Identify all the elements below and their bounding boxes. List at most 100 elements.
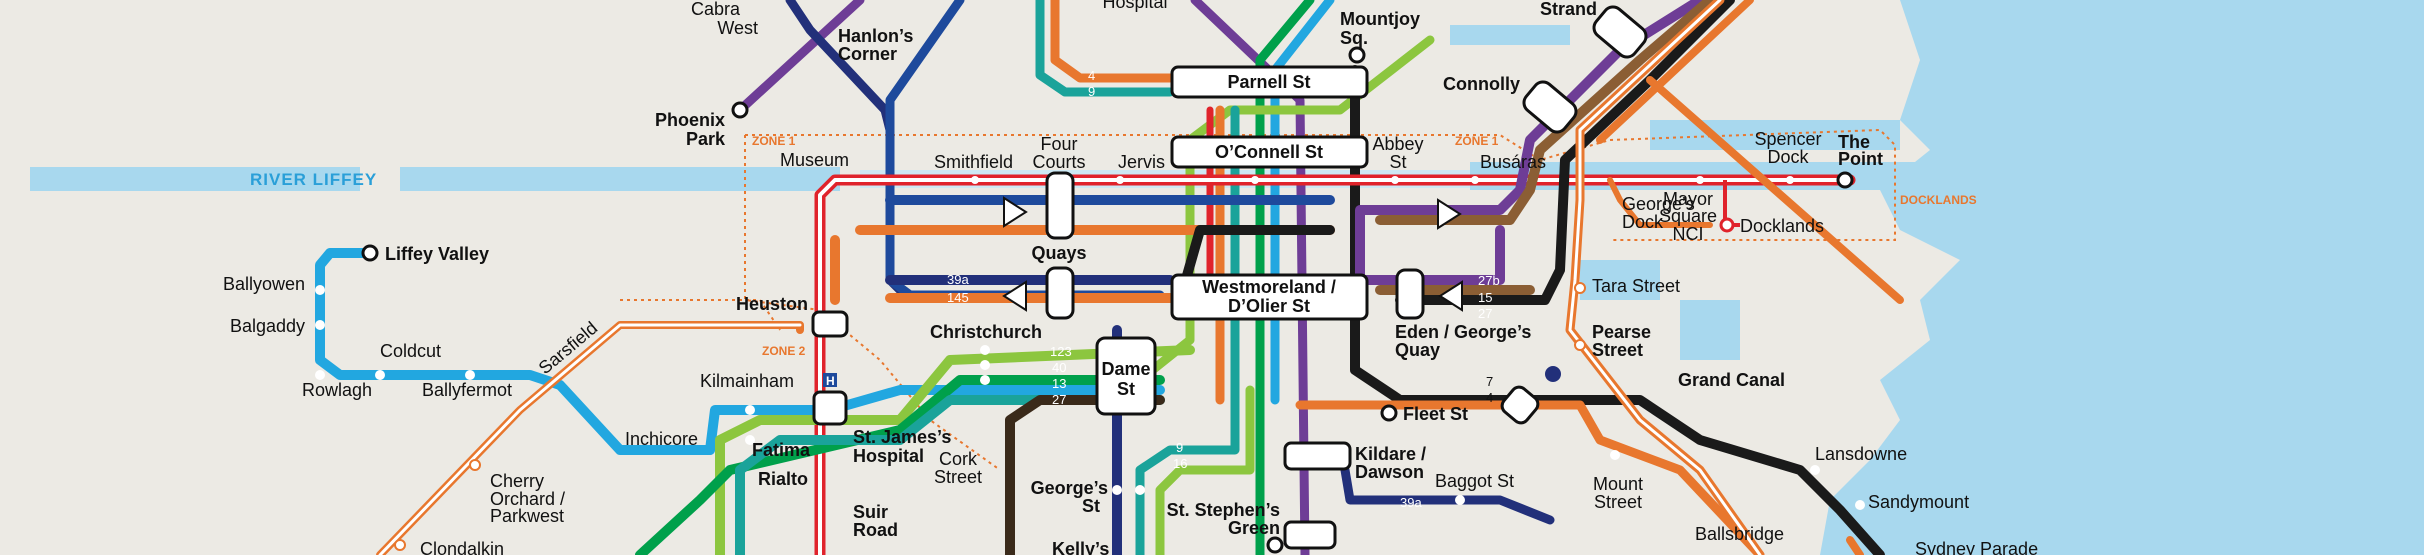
station-cherry-orchard[interactable]: Orchard / <box>490 489 565 509</box>
station-georges-st[interactable]: George’s <box>1031 478 1108 498</box>
james-hub[interactable] <box>812 390 848 426</box>
station-eden-quay[interactable]: Quay <box>1395 340 1440 360</box>
station-kilmainham[interactable]: Kilmainham <box>700 371 794 391</box>
westmoreland-label-1: Westmoreland / <box>1202 277 1336 297</box>
station-mount-street[interactable]: Mount <box>1593 474 1643 494</box>
station-mount-street[interactable]: Street <box>1594 492 1642 512</box>
oconnell-hub[interactable] <box>1170 135 1369 169</box>
station-cork-street[interactable]: Cork <box>939 449 978 469</box>
station-liffey-valley[interactable]: Liffey Valley <box>385 244 489 264</box>
station-suir-road[interactable]: Road <box>853 520 898 540</box>
oconnell-label: O’Connell St <box>1215 142 1323 162</box>
cyan-liffey-valley <box>315 248 715 455</box>
station-ballyfermot[interactable]: Ballyfermot <box>422 380 512 400</box>
station-jervis[interactable]: Jervis <box>1118 152 1165 172</box>
strand-hub[interactable] <box>1590 3 1650 61</box>
westmoreland-label-2: D’Olier St <box>1228 296 1310 316</box>
station-pearse[interactable]: Street <box>1592 340 1643 360</box>
station-georges-dock[interactable]: Dock <box>1622 212 1664 232</box>
station-cork-street[interactable]: Street <box>934 467 982 487</box>
station-clondalkin[interactable]: Clondalkin <box>420 539 504 555</box>
station-mountjoy[interactable]: Sq. <box>1340 28 1368 48</box>
station-cherry-orchard[interactable]: Parkwest <box>490 506 564 526</box>
route-number: 4 <box>1088 68 1095 83</box>
station-baggot[interactable]: Baggot St <box>1435 471 1514 491</box>
station-mayor-square[interactable]: Square <box>1659 206 1717 226</box>
grand-canal-hub[interactable] <box>1499 384 1541 426</box>
station-eden-quay[interactable]: Eden / George’s <box>1395 322 1531 342</box>
station-suir-road[interactable]: Suir <box>853 502 888 522</box>
station-st-james[interactable]: St. James’s <box>853 427 951 447</box>
station-phoenix-park[interactable]: Park <box>686 129 726 149</box>
station-inchicore[interactable]: Inchicore <box>625 429 698 449</box>
route-number: 7 <box>1486 374 1493 389</box>
route-number: 39a <box>947 272 969 287</box>
zone2-label: ZONE 2 <box>762 344 806 358</box>
route-number: 16 <box>1173 456 1187 471</box>
station-phoenix-park[interactable]: Phoenix <box>655 110 725 130</box>
connolly-hub[interactable] <box>1520 78 1580 136</box>
station-spencer-dock[interactable]: Spencer <box>1754 129 1821 149</box>
station-st-stephens[interactable]: St. Stephen’s <box>1167 500 1280 520</box>
station-fleet-st[interactable]: Fleet St <box>1403 404 1468 424</box>
quays-south-hub[interactable] <box>1045 266 1075 320</box>
station-tara-street[interactable]: Tara Street <box>1592 276 1680 296</box>
station-spencer-dock[interactable]: Dock <box>1767 147 1809 167</box>
station-smithfield[interactable]: Smithfield <box>934 152 1013 172</box>
station-strand[interactable]: Strand <box>1540 0 1597 19</box>
station-coldcut[interactable]: Coldcut <box>380 341 441 361</box>
station-museum[interactable]: Museum <box>780 150 849 170</box>
station-st-stephens[interactable]: Green <box>1228 518 1280 538</box>
station-abbey[interactable]: Abbey <box>1372 134 1423 154</box>
station-kildare[interactable]: Kildare / <box>1355 444 1426 464</box>
station-four-courts[interactable]: Courts <box>1032 152 1085 172</box>
station-balgaddy[interactable]: Balgaddy <box>230 316 305 336</box>
river-liffey-label: RIVER LIFFEY <box>250 170 377 189</box>
station-sandymount[interactable]: Sandymount <box>1868 492 1969 512</box>
orange-east <box>1295 400 1765 555</box>
four-courts-hub[interactable] <box>1045 171 1075 240</box>
station-abbey[interactable]: St <box>1389 152 1406 172</box>
station-lansdowne[interactable]: Lansdowne <box>1815 444 1907 464</box>
teal-west <box>735 395 1165 555</box>
station-busaras[interactable]: Busáras <box>1480 152 1546 172</box>
station-mayor-square[interactable]: NCI <box>1673 224 1704 244</box>
station-heuston[interactable]: Heuston <box>736 294 808 314</box>
station-cabra[interactable]: West <box>717 18 758 38</box>
heuston-hub[interactable] <box>811 310 849 338</box>
station-georges-dock[interactable]: George’s <box>1622 194 1695 214</box>
station-docklands[interactable]: Docklands <box>1740 216 1824 236</box>
station-four-courts[interactable]: Four <box>1040 134 1077 154</box>
station-the-point[interactable]: Point <box>1838 149 1883 169</box>
station-the-point[interactable]: The <box>1838 132 1870 152</box>
station-ballsbridge[interactable]: Ballsbridge <box>1695 524 1784 544</box>
station-mayor-square[interactable]: Mayor <box>1663 189 1713 209</box>
station-sydney-parade[interactable]: Sydney Parade <box>1915 539 2038 555</box>
station-connolly[interactable]: Connolly <box>1443 74 1520 94</box>
station-ballyowen[interactable]: Ballyowen <box>223 274 305 294</box>
station-labels: Cabra West Hospital Mountjoy Sq. Strand … <box>223 0 2038 555</box>
station-christchurch[interactable]: Christchurch <box>930 322 1042 342</box>
station-pearse[interactable]: Pearse <box>1592 322 1651 342</box>
station-st-james[interactable]: Hospital <box>853 446 924 466</box>
station-grand-canal[interactable]: Grand Canal <box>1678 370 1785 390</box>
station-georges-st[interactable]: St <box>1082 496 1100 516</box>
station-kildare[interactable]: Dawson <box>1355 462 1424 482</box>
station-mountjoy[interactable]: Mountjoy <box>1340 9 1420 29</box>
station-cabra[interactable]: Cabra <box>691 0 741 19</box>
station-fatima[interactable]: Fatima <box>752 440 811 460</box>
station-kellys[interactable]: Kelly’s <box>1052 539 1109 555</box>
station-rowlagh[interactable]: Rowlagh <box>302 380 372 400</box>
station-cherry-orchard[interactable]: Cherry <box>490 471 544 491</box>
station-hospital[interactable]: Hospital <box>1102 0 1167 12</box>
eden-hub[interactable] <box>1395 268 1425 320</box>
station-hanlons[interactable]: Corner <box>838 44 897 64</box>
station-quays[interactable]: Quays <box>1031 243 1086 263</box>
station-rialto[interactable]: Rialto <box>758 469 808 489</box>
station-hanlons[interactable]: Hanlon’s <box>838 26 913 46</box>
westmoreland-hub[interactable] <box>1170 273 1369 321</box>
dame-hub[interactable] <box>1095 336 1157 416</box>
stephens-hub[interactable] <box>1283 520 1337 550</box>
parnell-hub[interactable] <box>1170 65 1369 99</box>
kildare-hub[interactable] <box>1283 441 1352 471</box>
